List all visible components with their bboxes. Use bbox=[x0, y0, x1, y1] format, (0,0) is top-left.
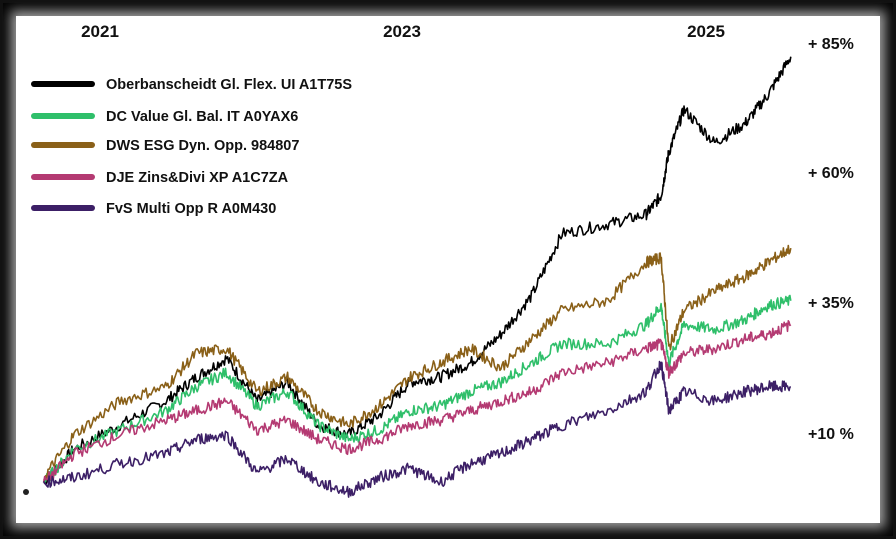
legend-label: DWS ESG Dyn. Opp. 984807 bbox=[106, 138, 299, 154]
start-marker bbox=[23, 489, 29, 495]
legend-label: FvS Multi Opp R A0M430 bbox=[106, 201, 276, 217]
chart-panel: 2021 2023 2025 + 85% + 60% + 35% +10 % Oberbans… bbox=[16, 16, 880, 523]
y-tick-label: +10 % bbox=[808, 426, 854, 443]
legend-label: Oberbanscheidt Gl. Flex. UI A1T75S bbox=[106, 77, 352, 93]
series-line bbox=[42, 320, 792, 483]
series-line bbox=[42, 56, 792, 486]
legend-label: DJE Zins&Divi XP A1C7ZA bbox=[106, 170, 289, 186]
y-tick-label: + 60% bbox=[808, 165, 854, 182]
legend-label: DC Value Gl. Bal. IT A0YAX6 bbox=[106, 109, 298, 125]
y-tick-label: + 35% bbox=[808, 295, 854, 312]
series-line bbox=[43, 294, 792, 484]
x-tick-label: 2021 bbox=[81, 22, 119, 41]
series-line bbox=[43, 244, 792, 481]
x-tick-label: 2023 bbox=[383, 22, 421, 41]
performance-chart: 2021 2023 2025 + 85% + 60% + 35% +10 % Oberbans… bbox=[23, 22, 854, 498]
series-line bbox=[42, 360, 792, 498]
x-tick-label: 2025 bbox=[687, 22, 725, 41]
y-tick-label: + 85% bbox=[808, 36, 854, 53]
